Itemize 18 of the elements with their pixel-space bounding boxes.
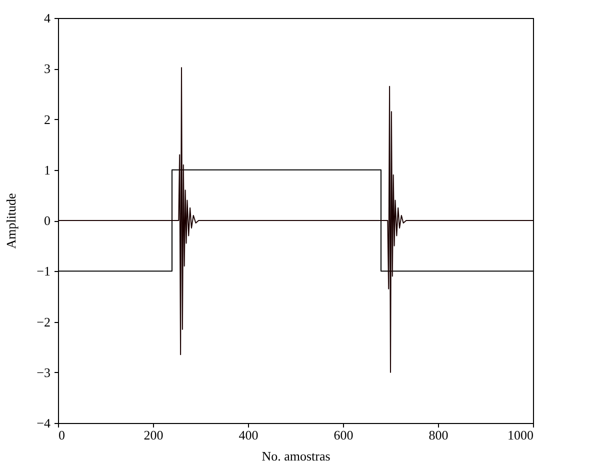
x-tick-label: 600 <box>334 428 354 442</box>
y-tick-label: 4 <box>44 10 51 26</box>
y-tick-label: −4 <box>36 416 51 430</box>
line-series <box>58 67 534 373</box>
x-tick-label: 800 <box>428 428 448 442</box>
x-tick-label: 0 <box>58 428 65 442</box>
y-tick-label: 1 <box>44 162 50 178</box>
y-tick-label: 0 <box>44 213 50 228</box>
x-tick-label: 1000 <box>508 428 534 442</box>
y-tick-label: 2 <box>44 112 50 127</box>
x-tick-label: 200 <box>144 428 164 442</box>
x-axis-title: No. amostras <box>262 448 330 464</box>
y-tick-label: −3 <box>36 364 50 380</box>
y-tick-label: 3 <box>44 61 50 76</box>
y-tick-label: −1 <box>36 264 50 279</box>
x-tick-label: 400 <box>238 428 258 442</box>
y-tick-label: −2 <box>36 314 50 330</box>
y-axis-title: Amplitude <box>4 192 19 249</box>
